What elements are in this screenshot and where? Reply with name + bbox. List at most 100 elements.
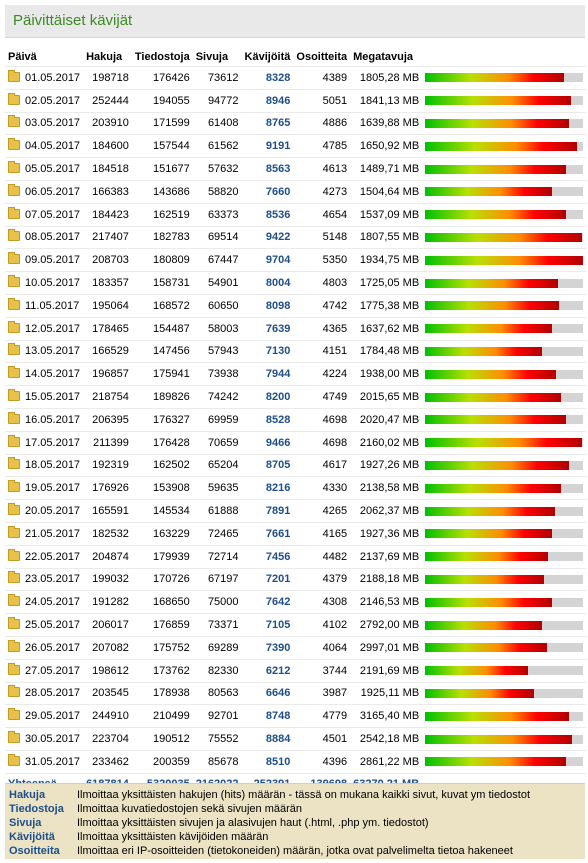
hits-cell: 176926 xyxy=(83,476,132,500)
date-cell: 17.05.2017 xyxy=(5,430,84,455)
date-text: 08.05.2017 xyxy=(25,231,81,244)
date-cell: 15.05.2017 xyxy=(5,385,84,409)
visits-bar-fill xyxy=(425,346,543,356)
folder-icon xyxy=(8,685,20,698)
sites-cell: 4151 xyxy=(293,339,351,363)
hits-cell: 166529 xyxy=(83,339,132,363)
visits-bar-fill xyxy=(425,301,560,311)
visits-bar-track xyxy=(425,620,584,630)
daily-visitors-table: Päivä Hakuja Tiedostoja Sivuja Kävijöitä… xyxy=(5,48,587,794)
date-text: 15.05.2017 xyxy=(25,391,81,404)
visits-bar-track xyxy=(425,278,584,288)
sites-cell: 4501 xyxy=(293,727,351,751)
date-cell: 18.05.2017 xyxy=(5,453,84,477)
date-text: 17.05.2017 xyxy=(25,436,81,449)
table-row: 29.05.2017 244910 210499 92701 8748 4779 3165,… xyxy=(5,704,587,728)
hits-cell: 198612 xyxy=(83,658,132,683)
files-cell: 157544 xyxy=(131,134,193,158)
date-cell: 10.05.2017 xyxy=(5,271,84,295)
date-cell: 05.05.2017 xyxy=(5,157,84,181)
bar-cell xyxy=(422,385,587,409)
table-row: 12.05.2017 178465 154487 58003 7639 4365 1637,… xyxy=(5,316,587,341)
sites-cell: 4265 xyxy=(293,499,351,523)
date-text: 27.05.2017 xyxy=(25,664,81,677)
megabytes-cell: 2792,00 MB xyxy=(350,613,423,637)
bar-cell xyxy=(422,590,587,614)
visits-cell: 8510 xyxy=(241,749,294,774)
visits-cell: 8884 xyxy=(241,727,294,751)
legend-term: Hakuja xyxy=(9,789,46,801)
pages-cell: 73938 xyxy=(192,362,242,386)
date-cell: 14.05.2017 xyxy=(5,362,84,386)
files-cell: 153908 xyxy=(131,476,193,500)
hits-cell: 208703 xyxy=(83,248,132,272)
visits-cell: 8200 xyxy=(241,385,294,409)
table-row: 11.05.2017 195064 168572 60650 8098 4742 1775,… xyxy=(5,293,587,318)
hits-cell: 165591 xyxy=(83,499,132,523)
hits-cell: 252444 xyxy=(83,88,132,113)
pages-cell: 72714 xyxy=(192,544,242,569)
date-cell: 24.05.2017 xyxy=(5,590,84,614)
hits-cell: 196857 xyxy=(83,362,132,386)
bar-cell xyxy=(422,567,587,591)
sites-cell: 4389 xyxy=(293,66,351,90)
date-cell: 01.05.2017 xyxy=(5,66,84,90)
folder-icon xyxy=(8,252,20,265)
visits-bar-track xyxy=(425,460,584,470)
date-cell: 04.05.2017 xyxy=(5,134,84,158)
bar-cell xyxy=(422,339,587,363)
pages-cell: 60650 xyxy=(192,293,242,318)
date-cell: 22.05.2017 xyxy=(5,544,84,569)
visits-cell: 9422 xyxy=(241,225,294,249)
visits-cell: 9466 xyxy=(241,430,294,455)
pages-cell: 85678 xyxy=(192,749,242,774)
column-legend: Hakuja Ilmoittaa yksittäisten hakujen (hi… xyxy=(5,783,585,859)
megabytes-cell: 1504,64 MB xyxy=(350,179,423,204)
files-cell: 154487 xyxy=(131,316,193,341)
bar-cell xyxy=(422,430,587,455)
megabytes-cell: 2138,58 MB xyxy=(350,476,423,500)
files-cell: 179939 xyxy=(131,544,193,569)
folder-icon xyxy=(8,343,20,356)
date-text: 22.05.2017 xyxy=(25,550,81,563)
pages-cell: 69289 xyxy=(192,635,242,660)
files-cell: 168572 xyxy=(131,293,193,318)
visits-bar-fill xyxy=(425,552,549,562)
visits-bar-fill xyxy=(425,118,569,128)
folder-icon xyxy=(8,457,20,470)
files-cell: 175752 xyxy=(131,635,193,660)
date-text: 25.05.2017 xyxy=(25,619,81,632)
pages-cell: 54901 xyxy=(192,271,242,295)
hits-cell: 203545 xyxy=(83,681,132,705)
visits-cell: 9704 xyxy=(241,248,294,272)
files-cell: 162502 xyxy=(131,453,193,477)
folder-icon xyxy=(8,161,20,174)
visits-bar-track xyxy=(425,415,584,425)
table-row: 10.05.2017 183357 158731 54901 8004 4803 1725,… xyxy=(5,271,587,295)
sites-cell: 4482 xyxy=(293,544,351,569)
table-row: 05.05.2017 184518 151677 57632 8563 4613 1489,… xyxy=(5,157,587,181)
folder-icon xyxy=(8,571,20,584)
visits-bar-fill xyxy=(425,187,552,197)
visits-bar-fill xyxy=(425,620,543,630)
folder-icon xyxy=(8,753,20,766)
visits-bar-fill xyxy=(425,734,573,744)
sites-cell: 4102 xyxy=(293,613,351,637)
visits-bar-fill xyxy=(425,73,565,83)
megabytes-cell: 1807,55 MB xyxy=(350,225,423,249)
hits-cell: 204874 xyxy=(83,544,132,569)
date-cell: 12.05.2017 xyxy=(5,316,84,341)
megabytes-cell: 2191,69 MB xyxy=(350,658,423,683)
date-text: 06.05.2017 xyxy=(25,185,81,198)
visits-bar-fill xyxy=(425,255,584,265)
visits-bar-fill xyxy=(425,574,544,584)
visits-bar-track xyxy=(425,210,584,220)
visits-cell: 7661 xyxy=(241,521,294,546)
sites-cell: 4613 xyxy=(293,157,351,181)
folder-icon xyxy=(8,320,20,333)
folder-icon xyxy=(8,731,20,743)
visits-bar-fill xyxy=(425,232,582,242)
folder-icon xyxy=(8,594,20,607)
visits-bar-track xyxy=(425,346,584,356)
files-cell: 210499 xyxy=(131,704,193,728)
